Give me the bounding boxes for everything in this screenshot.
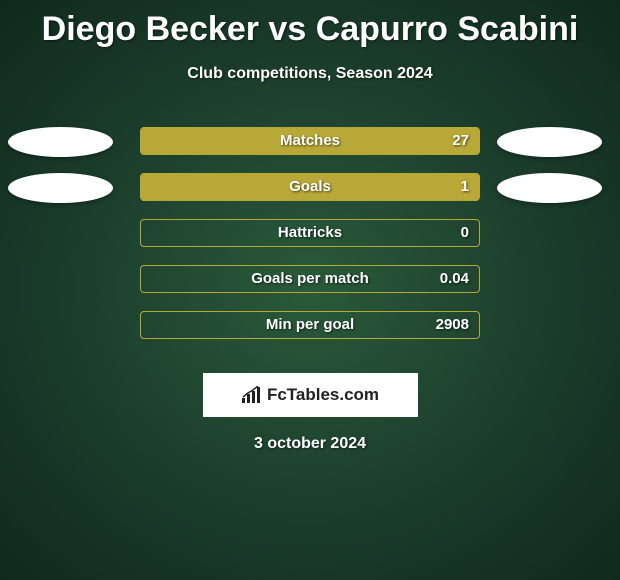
stat-label: Matches [141,132,479,149]
stat-value: 0.04 [440,270,469,287]
logo-text: FcTables.com [267,385,379,405]
player-right-ellipse [497,173,602,203]
stat-label: Goals per match [141,270,479,287]
stat-row: Min per goal2908 [0,307,620,353]
stat-row: Goals1 [0,169,620,215]
stat-label: Min per goal [141,316,479,333]
player-left-ellipse [8,127,113,157]
page-title: Diego Becker vs Capurro Scabini [0,0,620,49]
stat-label: Hattricks [141,224,479,241]
stat-row: Goals per match0.04 [0,261,620,307]
comparison-chart: Matches27 Goals1 Hattricks0 Goals per match… [0,123,620,353]
chart-icon [241,386,263,404]
stat-value: 2908 [436,316,469,333]
stat-bar: Min per goal2908 [140,311,480,339]
date-label: 3 october 2024 [0,435,620,453]
player-left-ellipse [8,173,113,203]
stat-label: Goals [141,178,479,195]
stat-row: Matches27 [0,123,620,169]
logo: FcTables.com [241,385,379,405]
stat-bar: Matches27 [140,127,480,155]
stat-row: Hattricks0 [0,215,620,261]
stat-value: 1 [461,178,469,195]
page-subtitle: Club competitions, Season 2024 [0,65,620,83]
stat-bar: Goals1 [140,173,480,201]
stat-bar: Goals per match0.04 [140,265,480,293]
logo-box: FcTables.com [203,373,418,417]
stat-value: 27 [452,132,469,149]
stat-bar: Hattricks0 [140,219,480,247]
player-right-ellipse [497,127,602,157]
stat-value: 0 [461,224,469,241]
